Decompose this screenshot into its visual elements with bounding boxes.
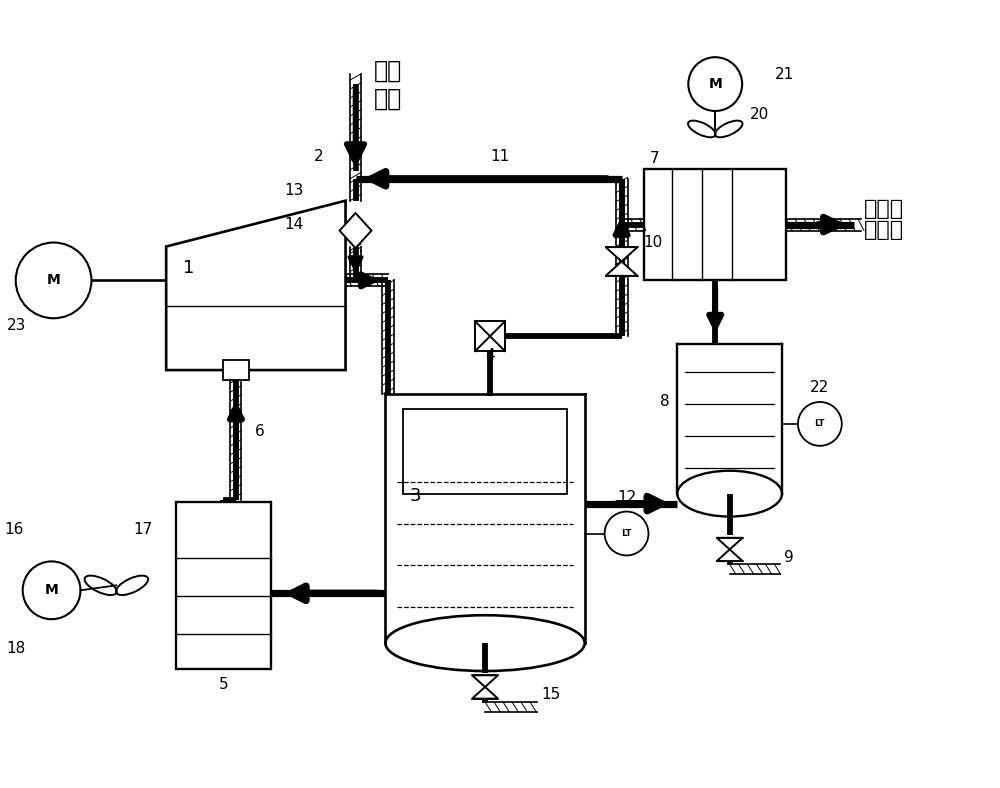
Text: M: M [47, 273, 60, 288]
Text: 18: 18 [6, 641, 25, 656]
Text: 4: 4 [485, 348, 495, 363]
Bar [176, 502, 271, 669]
Text: 9: 9 [784, 550, 794, 566]
Circle shape [798, 402, 842, 446]
Text: M: M [708, 77, 722, 91]
Circle shape [23, 561, 80, 619]
Text: 15: 15 [541, 687, 560, 702]
Polygon shape [717, 549, 743, 561]
Text: 10: 10 [643, 235, 663, 250]
Text: 5: 5 [219, 677, 228, 692]
Text: 21: 21 [775, 67, 794, 82]
Text: 2: 2 [314, 149, 324, 164]
Text: 7: 7 [649, 151, 659, 165]
Text: 14: 14 [284, 217, 304, 232]
Text: LT: LT [621, 529, 632, 538]
Text: 3: 3 [410, 487, 421, 504]
Text: 空气
入口: 空气 入口 [373, 59, 402, 111]
Circle shape [688, 58, 742, 111]
Polygon shape [606, 247, 638, 262]
Text: 6: 6 [255, 424, 265, 439]
Text: 1: 1 [183, 259, 195, 277]
Text: 20: 20 [750, 107, 769, 122]
Text: 17: 17 [134, 522, 153, 537]
Text: LT: LT [815, 419, 825, 429]
Text: 压缩空
气出口: 压缩空 气出口 [864, 199, 904, 240]
Bar [403, 409, 567, 493]
Polygon shape [472, 675, 498, 687]
Text: M: M [45, 583, 58, 597]
Polygon shape [166, 201, 346, 370]
Polygon shape [472, 687, 498, 699]
Text: 22: 22 [810, 380, 829, 395]
Polygon shape [606, 262, 638, 276]
Text: 23: 23 [7, 318, 26, 333]
Text: 16: 16 [4, 522, 23, 537]
Bar [475, 322, 505, 351]
Bar [644, 169, 786, 281]
Text: 8: 8 [660, 394, 669, 409]
Bar [223, 360, 249, 380]
Text: 12: 12 [617, 489, 636, 504]
Circle shape [605, 511, 648, 556]
Text: 11: 11 [490, 149, 510, 164]
Polygon shape [340, 213, 371, 248]
Polygon shape [717, 537, 743, 549]
Circle shape [16, 243, 91, 318]
Text: 13: 13 [284, 183, 304, 198]
